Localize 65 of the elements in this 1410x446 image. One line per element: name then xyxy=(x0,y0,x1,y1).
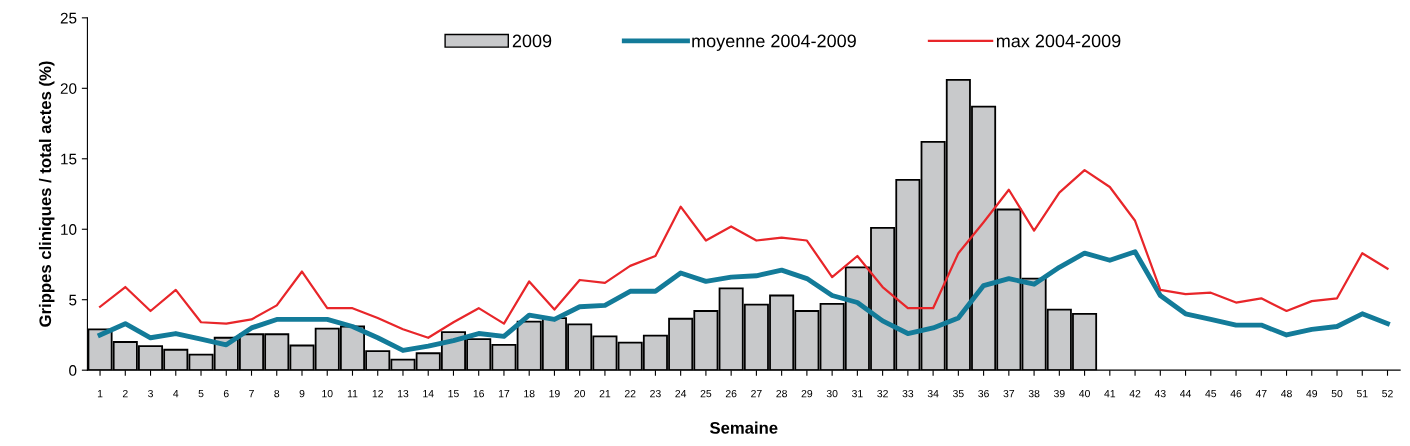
line-series xyxy=(97,249,1390,353)
x-tick-label: 32 xyxy=(877,389,888,398)
x-tick-label: 1 xyxy=(97,390,103,398)
x-tick-label: 5 xyxy=(198,390,204,398)
legend-label: moyenne 2004-2009 xyxy=(692,34,856,51)
x-tick-label: 26 xyxy=(725,389,737,398)
x-tick-label: 39 xyxy=(1053,389,1065,398)
y-axis-title: Grippes cliniques / total actes (%) xyxy=(38,61,55,327)
x-tick-label: 21 xyxy=(599,389,611,398)
x-tick-label: 2 xyxy=(122,389,128,398)
x-tick-label: 16 xyxy=(473,389,485,398)
x-tick-label: 11 xyxy=(347,390,358,398)
x-tick-label: 23 xyxy=(650,389,661,398)
legend-label: 2009 xyxy=(512,34,552,48)
x-tick-label: 6 xyxy=(223,389,229,398)
x-tick-label: 14 xyxy=(423,390,434,398)
x-tick-label: 34 xyxy=(927,389,939,398)
x-tick-label: 15 xyxy=(448,390,459,398)
y-tick-label: 20 xyxy=(60,83,77,94)
x-tick-label: 30 xyxy=(826,389,838,398)
x-tick-label: 42 xyxy=(1129,389,1141,398)
x-tick-label: 44 xyxy=(1180,390,1192,398)
x-tick-label: 36 xyxy=(978,389,989,398)
x-axis-title: Semaine xyxy=(709,421,778,434)
y-tick-label: 0 xyxy=(69,365,77,376)
line-series xyxy=(98,168,1389,339)
x-tick-label: 25 xyxy=(700,389,712,398)
y-tick-label: 10 xyxy=(61,224,77,235)
x-tick-label: 48 xyxy=(1280,389,1292,398)
x-tick-label: 43 xyxy=(1154,389,1166,398)
x-tick-label: 33 xyxy=(902,389,914,398)
x-tick-label: 38 xyxy=(1028,389,1040,398)
x-tick-label: 31 xyxy=(851,389,863,398)
x-tick-label: 28 xyxy=(776,389,787,398)
x-tick-label: 20 xyxy=(574,389,586,398)
x-tick-label: 22 xyxy=(624,389,636,398)
legend-label: max 2004-2009 xyxy=(996,34,1121,48)
x-tick-label: 49 xyxy=(1306,389,1318,398)
x-tick-label: 52 xyxy=(1382,389,1393,398)
x-tick-label: 13 xyxy=(397,389,409,398)
y-tick-label: 25 xyxy=(60,12,77,24)
y-tick-label: 5 xyxy=(69,294,77,306)
x-tick-label: 27 xyxy=(751,389,762,398)
x-tick-label: 12 xyxy=(372,389,383,398)
x-tick-label: 17 xyxy=(498,390,510,398)
x-tick-label: 46 xyxy=(1230,389,1242,398)
x-tick-label: 18 xyxy=(524,389,535,398)
x-tick-label: 3 xyxy=(148,389,153,398)
x-tick-label: 51 xyxy=(1356,390,1368,398)
x-tick-label: 4 xyxy=(173,390,179,398)
x-tick-label: 35 xyxy=(952,389,964,398)
x-tick-label: 7 xyxy=(249,390,254,398)
x-tick-label: 47 xyxy=(1255,390,1267,398)
y-tick-label: 15 xyxy=(61,153,77,165)
x-tick-label: 40 xyxy=(1079,389,1090,398)
x-tick-label: 19 xyxy=(549,389,560,398)
x-tick-label: 9 xyxy=(299,389,305,398)
x-tick-label: 45 xyxy=(1205,390,1217,398)
x-tick-label: 41 xyxy=(1104,390,1116,398)
x-tick-label: 8 xyxy=(274,389,280,398)
x-tick-label: 29 xyxy=(801,389,813,398)
x-tick-label: 37 xyxy=(1003,389,1015,398)
x-tick-label: 50 xyxy=(1331,389,1343,398)
x-tick-label: 10 xyxy=(322,389,333,398)
x-tick-label: 24 xyxy=(675,389,687,398)
